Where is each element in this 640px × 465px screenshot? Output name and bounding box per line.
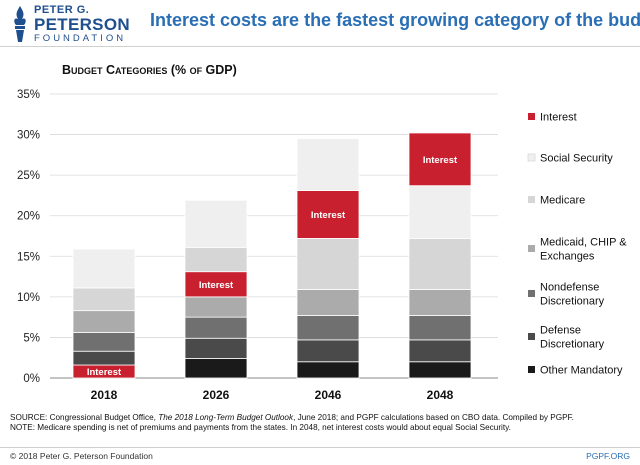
y-tick-label: 0% [23,373,40,385]
legend-label: Defense [540,325,581,337]
stacked-bar-chart: 0% 5% 10% 15% 20% 25% 30% 35% Interest 2018 Intere… [17,89,627,402]
y-tick-label: 10% [17,292,40,304]
legend-label: Discretionary [540,296,605,308]
foundation-logo[interactable]: PETER G. PETERSON FOUNDATION [8,4,138,46]
bar-segment [408,315,472,341]
x-category-label: 2046 [315,388,342,402]
bar-segment [296,289,360,316]
y-tick-label: 5% [23,332,40,344]
legend-label: Discretionary [540,339,605,351]
page-title: Interest costs are the fastest growing c… [150,10,640,30]
site-link[interactable]: PGPF.ORG [586,451,630,461]
bar-segment [72,350,136,366]
bar-segment [408,361,472,379]
logo-line-3: FOUNDATION [34,33,127,44]
bar-segment [184,199,248,248]
legend-label: Other Mandatory [540,365,623,377]
bar-segment [408,238,472,290]
logo-line-2: PETERSON [34,15,130,34]
source-prefix: SOURCE: Congressional Budget Office, [10,413,159,422]
interest-bar-label: Interest [423,155,458,166]
bar-segment [296,138,360,191]
y-tick-label: 25% [17,170,40,182]
legend-swatch [528,196,535,203]
header: PETER G. PETERSON FOUNDATION Interest co… [0,0,640,50]
header-divider [0,46,640,47]
footer-divider [0,447,640,448]
legend-swatch [528,290,535,297]
legend-label: Exchanges [540,251,595,263]
bar-segment [184,358,248,379]
y-tick-label: 35% [17,89,40,101]
legend-swatch [528,113,535,120]
legend-swatch [527,153,536,162]
source-title: The 2018 Long-Term Budget Outlook [158,413,294,422]
bar-segment [72,287,136,312]
bar-segment [296,190,360,239]
bar-segment [296,315,360,341]
y-tick-label: 20% [17,211,40,223]
bar-segment [72,332,136,352]
legend-label: Interest [540,112,577,124]
interest-bar-label: Interest [199,280,234,291]
legend-swatch [528,333,535,340]
copyright: © 2018 Peter G. Peterson Foundation [10,451,153,461]
bar-segment [184,337,248,359]
bar-segment [408,132,472,187]
x-category-label: 2026 [203,388,230,402]
bar-segment [408,185,472,239]
bar-segment [296,339,360,363]
bar-segment [184,316,248,339]
bar-segment [296,238,360,290]
bar-segment [408,289,472,316]
legend-swatch [528,245,535,252]
y-tick-label: 30% [17,130,40,142]
torch-icon [14,6,26,42]
interest-bar-label: Interest [87,367,122,378]
source-suffix: , June 2018; and PGPF calculations based… [293,413,574,422]
source-text: SOURCE: Congressional Budget Office, The… [10,413,630,423]
x-category-label: 2048 [427,388,454,402]
bar-segment [408,339,472,363]
y-tick-label: 15% [17,251,40,263]
bar-segment [296,361,360,379]
source-notes: SOURCE: Congressional Budget Office, The… [10,413,630,433]
interest-bar-label: Interest [311,210,346,221]
legend-label: Social Security [540,153,613,165]
legend-swatch [528,366,535,373]
chart-title: Budget Categories (% of GDP) [62,63,237,77]
legend-label: Medicaid, CHIP & [540,237,627,249]
bar-segment [184,246,248,273]
note-text: NOTE: Medicare spending is net of premiu… [10,423,511,432]
legend-label: Nondefense [540,282,599,294]
bar-segment [72,248,136,289]
bar-segment [184,296,248,318]
bar-segment [72,310,136,333]
legend-label: Medicare [540,195,585,207]
x-category-label: 2018 [91,388,118,402]
logo-line-1: PETER G. [34,4,90,16]
